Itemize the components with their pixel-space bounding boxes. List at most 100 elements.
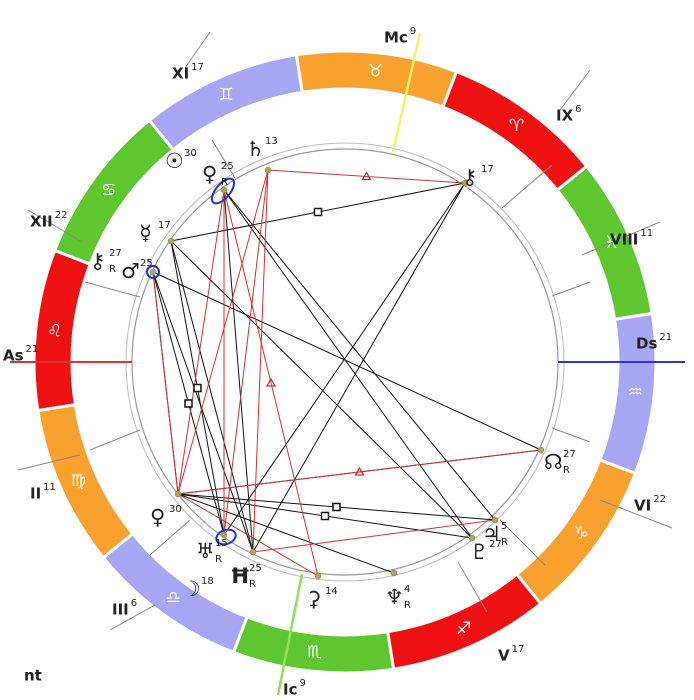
planet-dot	[491, 516, 499, 524]
planet-degree: 27	[109, 248, 122, 259]
aspect-line	[152, 271, 179, 495]
zodiac-glyph: ♐	[456, 619, 471, 639]
aspect-line	[177, 449, 542, 495]
house-label: II	[30, 485, 41, 503]
house-degree: 17	[191, 62, 204, 73]
house-label: Ds	[636, 335, 657, 353]
planet-retrograde: R	[221, 177, 228, 188]
house-cusp	[499, 519, 546, 566]
highlight-ring	[215, 528, 237, 546]
planet-glyph: ♄	[246, 137, 265, 161]
house-degree: 11	[43, 482, 56, 493]
planet-dot	[249, 548, 257, 556]
planet-dot	[174, 490, 182, 498]
house-degree: 9	[410, 26, 416, 37]
planet-degree: 27	[489, 539, 502, 550]
planet-degree: 15	[215, 538, 228, 549]
aspect-line	[223, 189, 319, 577]
aspect-line	[223, 189, 496, 521]
planet-dot	[264, 166, 272, 174]
house-cusp	[149, 519, 191, 556]
house-cusp	[84, 281, 141, 298]
house-cusp	[109, 604, 156, 631]
house-degree: 6	[575, 104, 581, 115]
aspect-line	[223, 182, 466, 536]
aspect-line	[152, 271, 254, 553]
house-label: IX	[556, 107, 574, 125]
zodiac-glyph: ♉	[368, 62, 383, 82]
house-degree: 22	[55, 210, 68, 221]
planet-retrograde: R	[215, 554, 222, 565]
house-degree: 6	[131, 598, 137, 609]
house-label: XI	[172, 65, 189, 83]
planet-dot	[167, 237, 175, 245]
aspect-circle	[131, 148, 559, 576]
aspect-line	[267, 169, 466, 184]
planet-glyph: ⚳	[306, 587, 321, 611]
planet-dot	[149, 268, 157, 276]
planet-degree: 30	[169, 504, 182, 515]
planet-glyph: ☊	[544, 450, 563, 474]
planet-degree: 14	[325, 586, 338, 597]
planet-glyph: ♀	[150, 505, 165, 529]
planet-retrograde: R	[563, 465, 570, 476]
aspect-line	[170, 240, 254, 553]
aspect-symbol	[265, 377, 277, 387]
zodiac-glyph: ♋	[101, 180, 116, 200]
zodiac-glyph: ♓	[604, 233, 619, 253]
aspect-line	[152, 271, 542, 451]
house-label: As	[3, 347, 24, 365]
zodiac-glyph: ♎	[166, 588, 181, 608]
planet-dot	[537, 446, 545, 454]
house-label: Ic	[283, 681, 297, 699]
house-degree: 9	[299, 678, 305, 689]
planet-retrograde: R	[109, 264, 116, 275]
planet-glyph: ♂	[121, 259, 140, 283]
aspect-line	[177, 493, 395, 574]
aspect-symbol	[354, 466, 365, 476]
aspect-line	[223, 189, 254, 553]
planet-glyph: ♀	[202, 162, 217, 186]
house-label: III	[112, 601, 129, 619]
zodiac-glyph: ♌	[47, 321, 62, 341]
house-cusp	[89, 429, 141, 451]
aspect-line	[223, 189, 473, 539]
zodiac-segment	[555, 164, 654, 322]
house-cusp	[551, 281, 591, 297]
highlight-ring	[146, 265, 160, 279]
planet-degree: 17	[158, 220, 171, 231]
house-label: VIII	[610, 231, 638, 249]
house-label: V	[498, 647, 510, 665]
house-cusp	[17, 454, 81, 471]
planet-glyph: ♇	[470, 540, 489, 564]
planet-retrograde: R	[501, 537, 508, 548]
aspect-symbol	[184, 399, 193, 408]
aspect-line	[223, 169, 269, 536]
mc-line	[391, 32, 422, 153]
house-cusp	[581, 221, 661, 256]
house-degree: 11	[640, 228, 653, 239]
house-cusp	[27, 209, 83, 243]
aspect-line	[177, 189, 225, 495]
house-cusp	[457, 561, 488, 613]
planet-degree: 30	[184, 148, 197, 159]
planet-glyph: ♆	[385, 585, 404, 609]
planet-glyph: ☽	[182, 577, 201, 601]
house-cusp	[551, 427, 591, 443]
zodiac-glyph: ♒	[628, 383, 643, 403]
aspect-line	[170, 240, 473, 539]
house-cusp	[599, 499, 673, 529]
planet-glyph: ♅	[196, 539, 215, 563]
inner-circle	[125, 142, 565, 582]
planet-degree: 13	[265, 136, 278, 147]
aspect-line	[177, 169, 269, 495]
planet-degree: 4	[404, 584, 410, 595]
planet-degree: 17	[481, 164, 494, 175]
planet-retrograde: R	[404, 600, 411, 611]
planet-degree: 25	[221, 161, 234, 172]
planet-dot	[220, 186, 228, 194]
planet-degree: 5	[501, 521, 507, 532]
planet-glyph: ⚷	[90, 249, 105, 273]
house-cusp	[559, 69, 591, 111]
house-cusp	[501, 164, 553, 209]
